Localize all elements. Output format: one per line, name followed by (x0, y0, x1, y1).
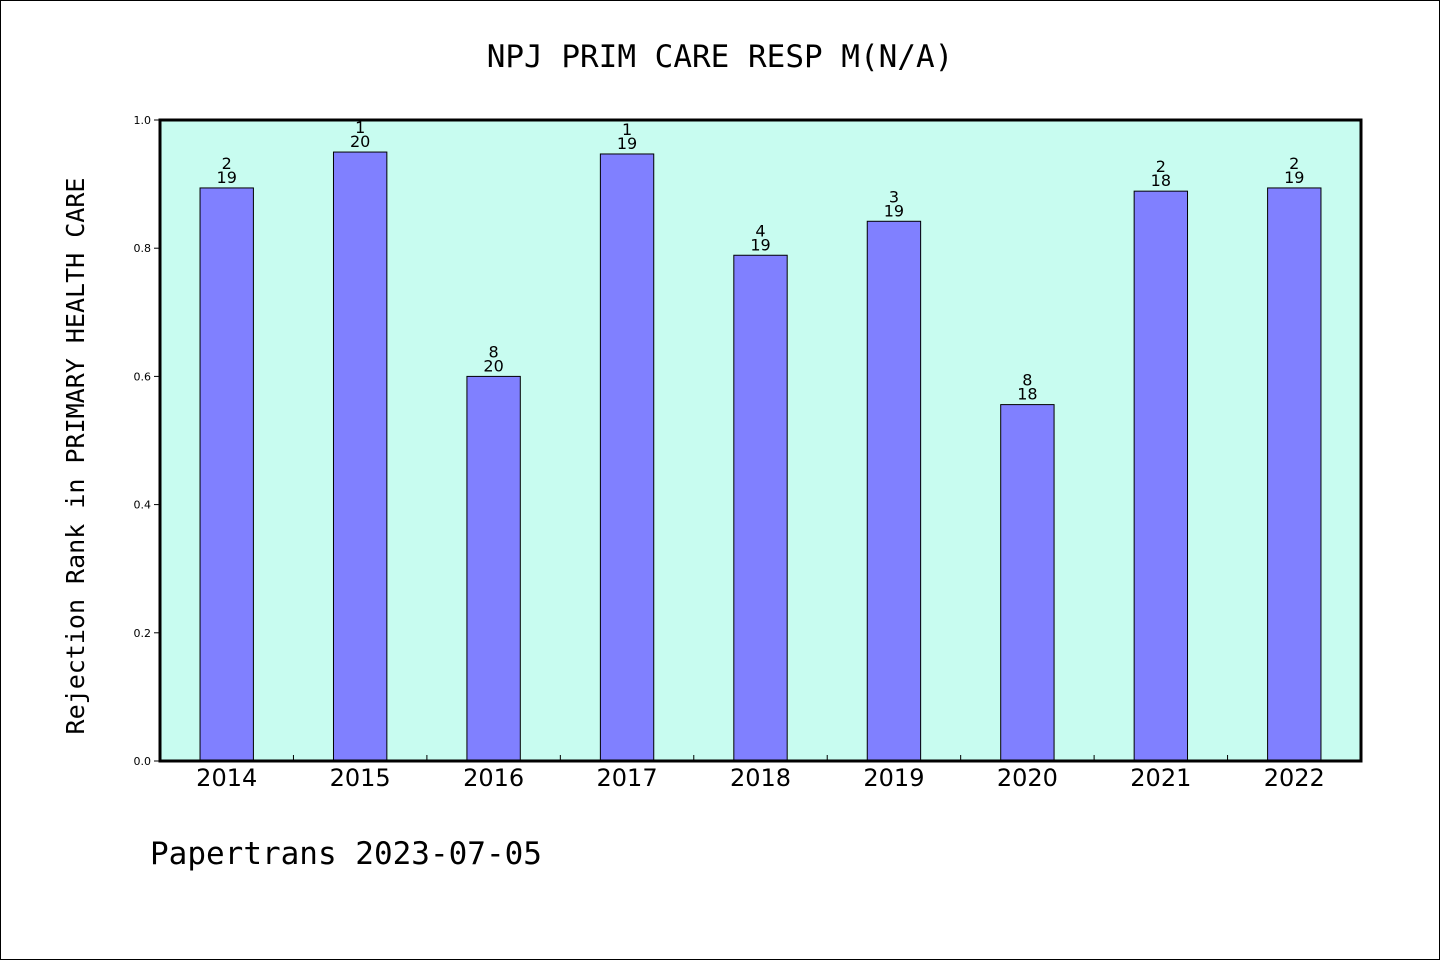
x-tick-label: 2020 (997, 764, 1058, 792)
bar-2022 (1267, 187, 1322, 762)
bar-2021 (1133, 190, 1189, 762)
y-tick-label: 0.4 (134, 499, 152, 512)
bar-2015 (332, 151, 388, 762)
bar-rank-label: 2 (222, 154, 232, 173)
bar-rank-label: 3 (889, 187, 899, 206)
bar-2016 (466, 375, 521, 762)
bar-2020 (1000, 404, 1055, 762)
chart-title: NPJ PRIM CARE RESP M(N/A) (487, 39, 954, 75)
bar-2018 (733, 254, 788, 762)
bar-total-label: 20 (483, 356, 503, 375)
y-tick-label: 0.6 (134, 370, 152, 383)
x-tick-label: 2015 (330, 764, 391, 792)
bar-rank-label: 2 (1156, 157, 1166, 176)
x-tick-label: 2014 (196, 764, 257, 792)
bar-2017 (599, 153, 655, 762)
x-tick-label: 2016 (463, 764, 524, 792)
x-tick-label: 2022 (1264, 764, 1325, 792)
bar-rank-label: 8 (489, 342, 499, 361)
footer-text: Papertrans 2023-07-05 (150, 836, 542, 872)
bar-total-label: 19 (217, 168, 237, 187)
bar-rank-label: 8 (1022, 371, 1032, 390)
bar-total-label: 19 (750, 235, 770, 254)
x-tick-label: 2018 (730, 764, 791, 792)
bar-total-label: 19 (884, 201, 904, 220)
x-tick-label: 2017 (597, 764, 658, 792)
bar-total-label: 19 (617, 134, 637, 153)
bar-2014 (199, 187, 254, 762)
y-tick-label: 0.0 (134, 755, 152, 768)
bar-rank-label: 4 (755, 221, 765, 240)
y-tick-label: 1.0 (134, 114, 152, 127)
x-tick-label: 2019 (863, 764, 924, 792)
bar-rank-label: 1 (355, 118, 365, 137)
y-tick-label: 0.2 (134, 627, 152, 640)
y-axis-label: Rejection Rank in PRIMARY HEALTH CARE (61, 178, 90, 735)
y-axis-ticks: 0.0 0.2 0.4 0.6 0.8 1.0 (134, 114, 160, 768)
bar-total-label: 19 (1284, 168, 1304, 187)
bar-rank-label: 2 (1289, 154, 1299, 173)
bars (199, 151, 1322, 762)
bar-2019 (866, 220, 922, 762)
x-axis-ticks: 2014 2015 2016 2017 2018 2019 2020 2021 2022 (196, 755, 1325, 792)
bar-total-label: 20 (350, 132, 370, 151)
bar-total-label: 18 (1017, 385, 1037, 404)
bar-rank-label: 1 (622, 120, 632, 139)
plot-frame (158, 118, 1363, 763)
x-tick-label: 2021 (1130, 764, 1191, 792)
y-tick-label: 0.8 (134, 242, 152, 255)
bar-total-label: 18 (1151, 171, 1171, 190)
